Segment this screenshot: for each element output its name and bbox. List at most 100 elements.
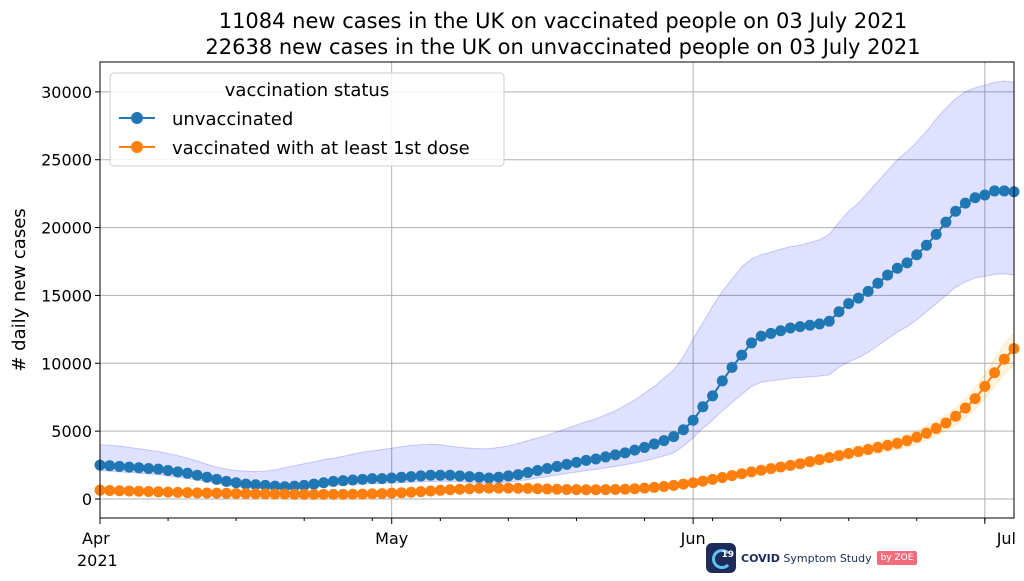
series-markers — [94, 185, 1020, 500]
data-point-0 — [814, 318, 826, 330]
data-point-1 — [434, 484, 446, 496]
data-point-1 — [668, 479, 680, 491]
data-point-1 — [123, 485, 135, 497]
data-point-0 — [454, 470, 466, 482]
y-tick-label: 20000 — [41, 219, 92, 238]
data-point-0 — [580, 454, 592, 466]
data-point-0 — [308, 478, 320, 490]
data-point-1 — [901, 435, 913, 447]
data-point-1 — [882, 439, 894, 451]
data-point-0 — [269, 480, 281, 492]
data-point-0 — [512, 469, 524, 481]
data-point-1 — [716, 472, 728, 484]
data-point-0 — [551, 460, 563, 472]
data-point-0 — [629, 444, 641, 456]
data-point-1 — [162, 486, 174, 498]
data-point-0 — [570, 456, 582, 468]
data-point-1 — [172, 486, 184, 498]
data-point-0 — [220, 475, 232, 487]
data-point-1 — [891, 437, 903, 449]
y-tick-label: 5000 — [51, 422, 92, 441]
data-point-0 — [911, 249, 923, 261]
data-point-0 — [852, 292, 864, 304]
legend-label-vaccinated: vaccinated with at least 1st dose — [172, 138, 470, 159]
data-point-1 — [998, 353, 1010, 365]
data-point-0 — [930, 228, 942, 240]
data-point-0 — [541, 462, 553, 474]
y-axis-ticks: 0 5000 10000 15000 20000 25000 30000 — [41, 83, 100, 509]
data-point-0 — [172, 466, 184, 478]
data-point-1 — [532, 483, 544, 495]
data-point-1 — [113, 485, 125, 497]
data-point-0 — [668, 431, 680, 443]
data-point-0 — [950, 205, 962, 217]
data-point-1 — [133, 485, 145, 497]
legend-title: vaccination status — [225, 80, 389, 101]
data-point-1 — [250, 488, 262, 500]
data-point-1 — [570, 484, 582, 496]
data-point-1 — [794, 458, 806, 470]
data-point-0 — [755, 330, 767, 342]
data-point-1 — [561, 484, 573, 495]
data-point-1 — [979, 380, 991, 392]
data-point-1 — [784, 459, 796, 471]
data-point-1 — [220, 487, 232, 499]
data-point-1 — [415, 486, 427, 498]
logo-mark-number: 19 — [721, 550, 734, 560]
data-point-0 — [716, 375, 728, 387]
data-point-1 — [658, 481, 670, 493]
data-point-0 — [357, 473, 369, 485]
legend-box — [109, 72, 505, 167]
y-tick-label: 25000 — [41, 151, 92, 170]
data-point-1 — [930, 422, 942, 434]
data-point-0 — [590, 453, 602, 465]
data-point-0 — [843, 298, 855, 310]
data-point-0 — [561, 458, 573, 470]
data-point-0 — [639, 441, 651, 453]
data-point-0 — [502, 470, 514, 482]
data-point-0 — [259, 479, 271, 491]
data-point-1 — [473, 482, 485, 494]
data-point-1 — [619, 483, 631, 495]
y-axis-label: # daily new cases — [9, 208, 30, 371]
data-point-0 — [463, 471, 475, 483]
data-point-0 — [240, 478, 252, 490]
data-point-0 — [775, 325, 787, 337]
data-point-1 — [852, 446, 864, 457]
data-point-0 — [687, 414, 699, 426]
data-point-1 — [463, 483, 475, 495]
data-point-1 — [454, 483, 466, 495]
data-point-0 — [833, 306, 845, 318]
data-point-1 — [444, 484, 456, 496]
data-point-0 — [444, 469, 456, 481]
data-point-0 — [366, 473, 378, 485]
data-point-0 — [901, 257, 913, 269]
data-point-1 — [425, 485, 437, 497]
legend: vaccination status unvaccinated vaccinat… — [109, 72, 505, 167]
data-point-1 — [327, 488, 339, 500]
data-point-1 — [736, 468, 748, 480]
covid-logo-icon: 19 — [706, 543, 736, 573]
data-point-1 — [405, 486, 417, 498]
y-tick-label: 10000 — [41, 354, 92, 373]
data-point-1 — [755, 464, 767, 476]
data-point-1 — [298, 488, 310, 500]
data-point-0 — [376, 473, 388, 485]
data-point-0 — [882, 269, 894, 281]
data-point-0 — [600, 451, 612, 463]
data-point-1 — [318, 488, 330, 500]
data-point-0 — [162, 465, 174, 476]
data-point-1 — [386, 487, 398, 499]
data-point-0 — [113, 460, 125, 472]
x-tick-label: Jun — [680, 529, 706, 548]
data-point-1 — [347, 488, 359, 500]
data-point-0 — [327, 475, 339, 487]
data-point-0 — [804, 319, 816, 331]
data-point-0 — [648, 438, 660, 450]
data-point-1 — [376, 488, 388, 500]
covid-symptom-study-logo: 19 COVID Symptom Study by ZOE — [706, 543, 918, 573]
logo-text-bold: COVID — [741, 551, 780, 565]
data-point-0 — [250, 479, 262, 491]
data-point-1 — [677, 478, 689, 490]
